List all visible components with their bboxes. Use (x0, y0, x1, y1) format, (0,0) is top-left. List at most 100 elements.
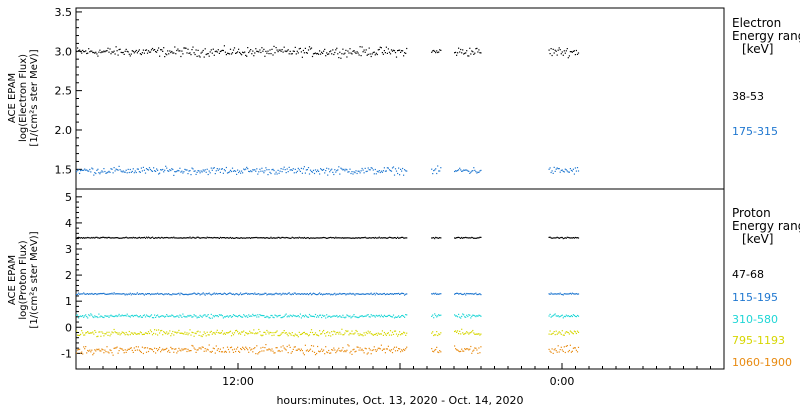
proton-data-point (454, 314, 456, 316)
proton-data-point (130, 347, 132, 349)
electron-data-point (78, 169, 80, 171)
electron-data-point (202, 49, 204, 52)
electron-data-point (85, 50, 87, 52)
proton-data-point (208, 334, 210, 336)
proton-data-point (398, 348, 400, 350)
electron-data-point (468, 55, 470, 57)
proton-data-point (176, 315, 178, 317)
x-tick-label: 12:00 (222, 375, 254, 388)
proton-data-point (305, 315, 307, 317)
electron-data-point (192, 168, 194, 170)
proton-data-point (274, 293, 276, 295)
electron-data-point (123, 171, 125, 173)
proton-data-point (377, 293, 379, 295)
electron-data-point (298, 48, 300, 50)
proton-data-point (344, 317, 346, 319)
proton-data-point (182, 349, 184, 351)
proton-data-point (125, 236, 127, 238)
proton-data-point (241, 331, 243, 333)
electron-data-point (284, 169, 286, 171)
proton-data-point (76, 237, 78, 239)
proton-data-point (327, 237, 329, 239)
proton-data-point (379, 237, 381, 239)
electron-data-point (138, 49, 140, 51)
proton-data-point (250, 293, 252, 295)
electron-data-point (552, 172, 554, 174)
proton-data-point (100, 350, 102, 352)
proton-data-point (384, 352, 386, 354)
proton-data-point (390, 293, 393, 295)
proton-data-point (113, 292, 115, 294)
proton-data-point (479, 236, 481, 238)
proton-data-point (324, 353, 326, 355)
electron-data-point (203, 56, 205, 58)
electron-data-point (256, 50, 258, 52)
proton-data-point (370, 333, 372, 335)
proton-data-point (159, 293, 161, 295)
proton-data-point (343, 316, 345, 318)
electron-data-point (205, 53, 207, 56)
proton-data-point (220, 351, 222, 353)
electron-data-point (179, 50, 181, 52)
electron-data-point (472, 51, 474, 53)
proton-data-point (86, 293, 88, 295)
proton-data-point (135, 333, 137, 335)
proton-data-point (322, 350, 324, 352)
proton-data-point (280, 346, 282, 348)
proton-data-point (476, 237, 478, 239)
electron-data-point (567, 171, 569, 173)
proton-data-point (302, 293, 304, 295)
proton-data-point (185, 316, 187, 318)
proton-data-point (351, 237, 353, 239)
proton-data-point (173, 293, 175, 295)
proton-data-point (199, 237, 201, 239)
proton-data-point (336, 332, 338, 334)
proton-data-point (440, 293, 442, 295)
proton-data-point (290, 315, 292, 317)
proton-data-point (121, 348, 123, 350)
proton-data-point (472, 350, 474, 352)
proton-data-point (289, 237, 291, 239)
electron-data-point (473, 167, 475, 169)
proton-data-point (548, 293, 550, 295)
proton-data-point (239, 332, 241, 334)
electron-data-point (459, 51, 461, 53)
proton-data-point (324, 293, 326, 295)
proton-data-point (319, 314, 321, 316)
electron-data-point (180, 55, 182, 58)
electron-data-point (244, 169, 246, 171)
proton-data-point (86, 316, 88, 318)
proton-data-point (143, 294, 145, 296)
proton-data-point (103, 316, 105, 319)
proton-data-point (367, 352, 369, 354)
proton-data-point (204, 237, 206, 239)
proton-data-point (289, 333, 291, 335)
proton-data-point (165, 333, 167, 335)
proton-data-point (215, 315, 217, 317)
electron-data-point (173, 52, 175, 54)
proton-data-point (462, 332, 464, 334)
proton-data-point (232, 293, 235, 295)
proton-data-point (349, 237, 351, 239)
proton-data-point (135, 346, 137, 348)
proton-data-point (228, 331, 231, 333)
proton-data-point (463, 333, 465, 335)
electron-data-point (146, 52, 149, 54)
electron-data-point (185, 47, 187, 49)
proton-data-point (469, 348, 471, 350)
proton-data-point (563, 315, 565, 317)
proton-data-point (386, 293, 388, 295)
electron-data-point (302, 168, 304, 170)
proton-data-point (230, 335, 233, 337)
electron-data-point (101, 51, 103, 53)
proton-data-point (299, 350, 301, 352)
electron-data-point (346, 169, 348, 171)
proton-data-point (291, 351, 293, 353)
proton-data-point (393, 346, 396, 348)
proton-data-point (397, 236, 399, 238)
electron-data-point (235, 52, 237, 54)
proton-data-point (299, 313, 301, 315)
proton-data-point (251, 237, 253, 239)
proton-data-point (195, 237, 197, 239)
electron-data-point (283, 166, 285, 168)
